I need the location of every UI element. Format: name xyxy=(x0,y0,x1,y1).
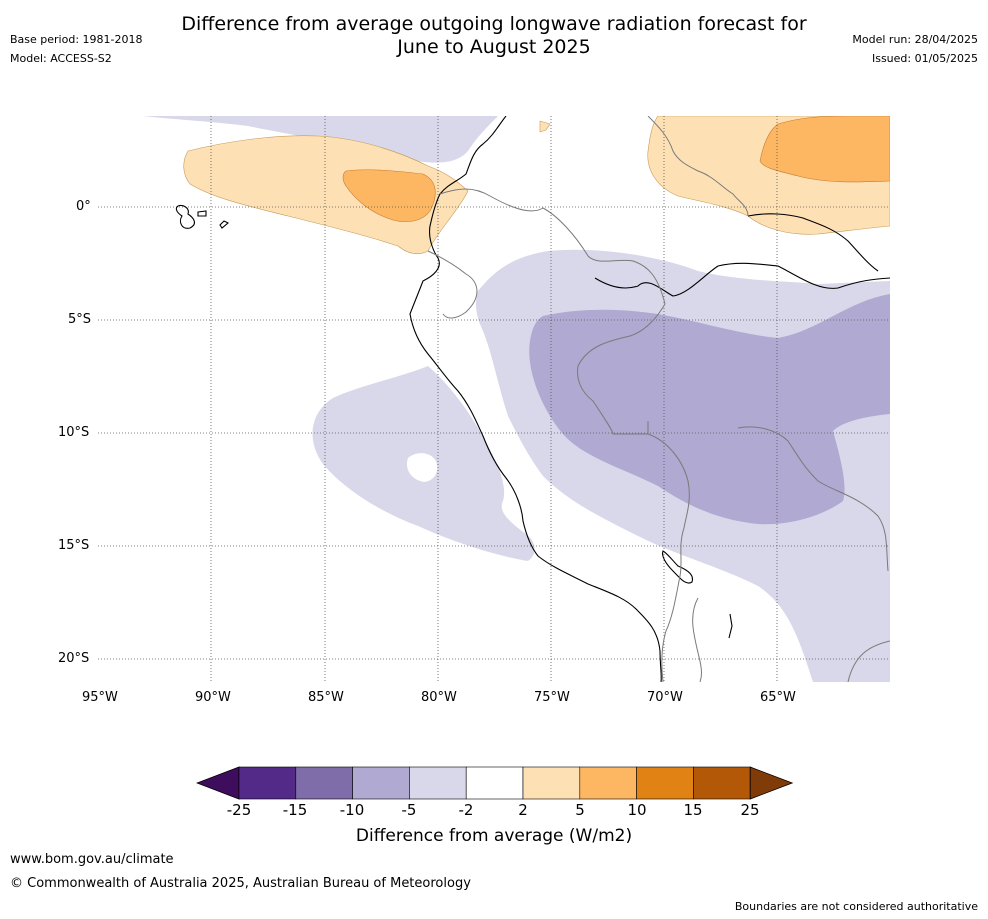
coastline xyxy=(175,116,890,682)
colorbar-tick: 10 xyxy=(627,801,647,819)
lon-label-70w: 70°W xyxy=(647,690,683,705)
colorbar-tick: 15 xyxy=(683,801,703,819)
colorbar-segment xyxy=(238,766,297,800)
colorbar-segment xyxy=(465,766,524,800)
colorbar-segment xyxy=(579,766,637,800)
colorbar-segment xyxy=(295,766,353,800)
graticule xyxy=(98,116,890,682)
lon-label-90w: 90°W xyxy=(195,690,231,705)
colorbar-extend-low xyxy=(196,766,240,800)
anomaly-region-orange-ne xyxy=(759,116,890,183)
colorbar-tick: -25 xyxy=(226,801,252,819)
colorbar-segment xyxy=(693,766,751,800)
colorbar-segment xyxy=(409,766,467,800)
colorbar-segment xyxy=(522,766,581,800)
colorbar-label: Difference from average (W/m2) xyxy=(355,826,633,846)
colorbar-tick: 2 xyxy=(518,801,528,819)
anomaly-region-medium-purple xyxy=(529,294,890,525)
lon-label-65w: 65°W xyxy=(760,690,796,705)
colorbar-tick: -2 xyxy=(458,801,474,819)
lon-label-75w: 75°W xyxy=(534,690,570,705)
title-line-2: June to August 2025 xyxy=(397,36,591,58)
colorbar-segment xyxy=(352,766,410,800)
lat-label-0: 0° xyxy=(76,199,91,214)
colorbar-tick: 5 xyxy=(575,801,585,819)
disclaimer-text: Boundaries are not considered authoritat… xyxy=(734,900,978,913)
anomaly-region-light-orange-speck xyxy=(539,120,551,133)
olr-anomaly-map xyxy=(98,116,890,682)
website-link[interactable]: www.bom.gov.au/climate xyxy=(10,852,174,867)
lat-label-5s: 5°S xyxy=(68,312,92,327)
lon-label-80w: 80°W xyxy=(421,690,457,705)
copyright-text: © Commonwealth of Australia 2025, Austra… xyxy=(10,876,471,891)
map-title: Difference from average outgoing longwav… xyxy=(0,13,988,59)
colorbar-tick: -15 xyxy=(282,801,308,819)
colorbar-extend-high xyxy=(749,766,794,800)
lon-label-95w: 95°W xyxy=(82,690,118,705)
lat-label-15s: 15°S xyxy=(58,538,90,553)
model-text: Model: ACCESS-S2 xyxy=(10,52,112,65)
colorbar-tick: -10 xyxy=(339,801,365,819)
model-run-text: Model run: 28/04/2025 xyxy=(852,33,978,46)
lat-label-20s: 20°S xyxy=(58,651,90,666)
colorbar-segment xyxy=(636,766,694,800)
lon-label-85w: 85°W xyxy=(308,690,344,705)
colorbar xyxy=(196,766,794,800)
issued-text: Issued: 01/05/2025 xyxy=(871,52,978,65)
national-boundaries xyxy=(427,116,890,682)
anomaly-region-neutral-pocket xyxy=(406,453,438,482)
base-period-text: Base period: 1981-2018 xyxy=(10,33,143,46)
colorbar-tick: -5 xyxy=(401,801,417,819)
anomaly-region-orange xyxy=(342,169,436,222)
colorbar-tick: 25 xyxy=(740,801,760,819)
title-line-1: Difference from average outgoing longwav… xyxy=(181,13,807,35)
lat-label-10s: 10°S xyxy=(58,425,90,440)
